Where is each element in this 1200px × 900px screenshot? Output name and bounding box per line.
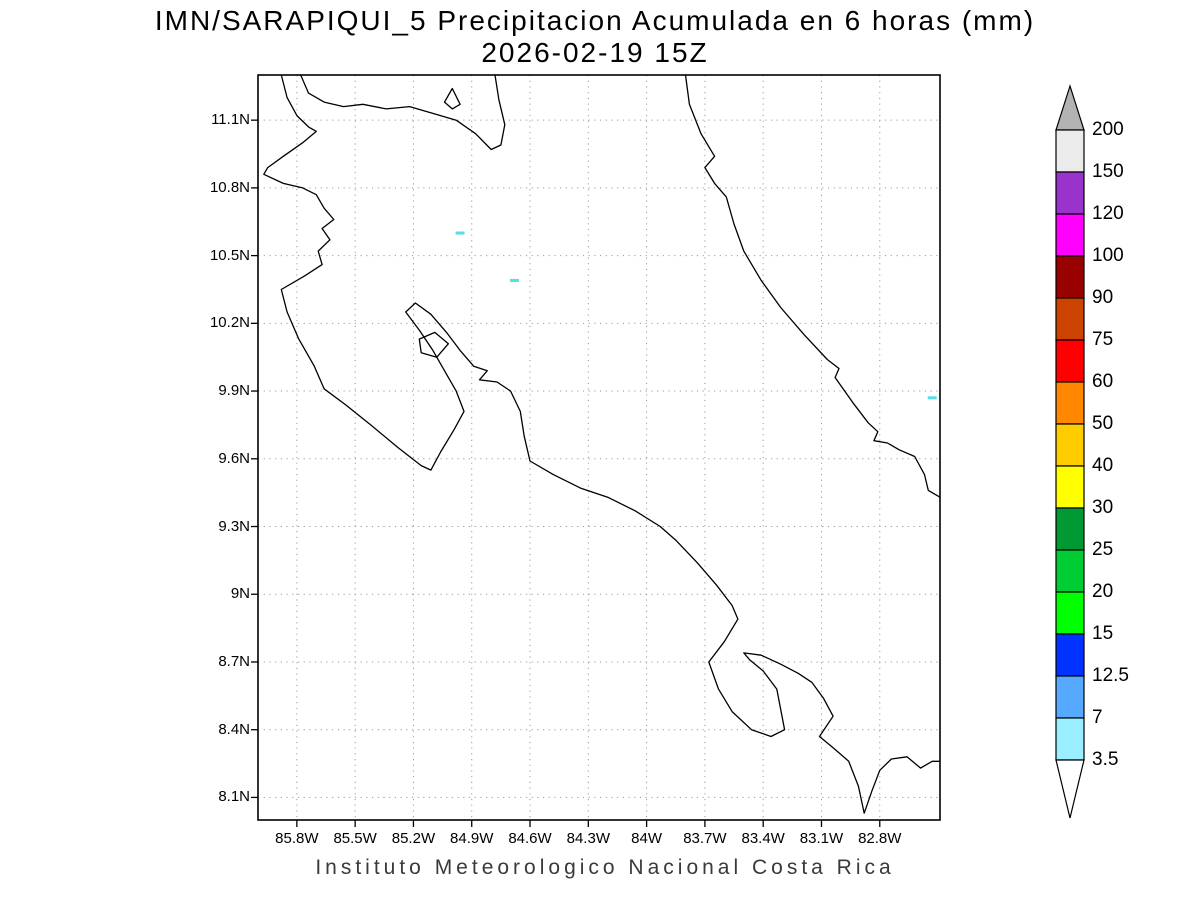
x-tick-label: 83.4W <box>741 830 785 847</box>
colorbar-tick-label: 90 <box>1092 287 1114 308</box>
y-tick-label: 10.2N <box>209 314 250 332</box>
chart-title: IMN/SARAPIQUI_5 Precipitacion Acumulada … <box>154 5 1036 36</box>
colorbar-tick-label: 75 <box>1092 329 1114 350</box>
colorbar-cell <box>1055 591 1085 635</box>
y-tick-label: 9.3N <box>218 517 250 535</box>
colorbar-tick-label: 100 <box>1092 245 1124 266</box>
colorbar-tick-label: 20 <box>1092 581 1114 602</box>
colorbar-cell <box>1055 297 1085 341</box>
y-tick-label: 8.1N <box>218 788 250 806</box>
colorbar-cell <box>1055 213 1085 257</box>
precip-cell <box>509 278 519 282</box>
x-tick-label: 84W <box>631 830 663 847</box>
colorbar-cell <box>1055 507 1085 551</box>
colorbar-cell <box>1055 339 1085 383</box>
axis-ticks <box>251 119 881 827</box>
colorbar-tick-label: 150 <box>1092 161 1124 182</box>
coastline-caribbean <box>684 74 941 498</box>
colorbar-tick-label: 30 <box>1092 497 1114 518</box>
coastlines <box>263 74 941 814</box>
y-tick-label: 9N <box>230 585 250 603</box>
coastline-pacific <box>263 74 941 814</box>
island-outline <box>443 87 461 110</box>
y-tick-label: 10.5N <box>209 246 250 264</box>
colorbar-tick-label: 120 <box>1092 203 1124 224</box>
colorbar-tick-label: 50 <box>1092 413 1114 434</box>
caption: Instituto Meteorologico Nacional Costa R… <box>315 856 895 879</box>
colorbar <box>1055 84 1085 819</box>
colorbar-cell <box>1055 171 1085 215</box>
y-tick-label: 9.6N <box>218 449 250 467</box>
colorbar-cell <box>1055 717 1085 761</box>
chart-subtitle: 2026-02-19 15Z <box>481 37 709 68</box>
x-tick-label: 82.8W <box>858 830 902 847</box>
y-tick-label: 8.4N <box>218 720 250 738</box>
colorbar-tick-label: 25 <box>1092 539 1114 560</box>
precip-marks <box>455 231 937 400</box>
colorbar-cell <box>1055 465 1085 509</box>
x-tick-label: 84.9W <box>450 830 494 847</box>
x-tick-label: 85.8W <box>275 830 319 847</box>
colorbar-tick-label: 7 <box>1092 707 1103 728</box>
x-tick-label: 84.3W <box>566 830 610 847</box>
colorbar-tick-label: 60 <box>1092 371 1114 392</box>
colorbar-above-max-arrow <box>1055 84 1085 131</box>
y-tick-label: 8.7N <box>218 652 250 670</box>
y-tick-label: 9.9N <box>218 382 250 400</box>
lake-nicaragua-outline <box>300 74 506 151</box>
colorbar-cell <box>1055 255 1085 299</box>
colorbar-cell <box>1055 381 1085 425</box>
colorbar-cell <box>1055 549 1085 593</box>
x-tick-label: 84.6W <box>508 830 552 847</box>
x-tick-label: 85.5W <box>333 830 377 847</box>
colorbar-tick-label: 200 <box>1092 119 1124 140</box>
precip-cell <box>927 396 937 400</box>
x-tick-label: 85.2W <box>391 830 436 847</box>
y-tick-label: 10.8N <box>209 178 250 196</box>
map-background <box>258 75 940 820</box>
colorbar-tick-label: 12.5 <box>1092 665 1129 686</box>
colorbar-tick-label: 40 <box>1092 455 1114 476</box>
precip-cell <box>455 231 465 235</box>
map-frame <box>257 74 941 821</box>
colorbar-cell <box>1055 423 1085 467</box>
colorbar-cell <box>1055 129 1085 173</box>
colorbar-cell <box>1055 633 1085 677</box>
x-tick-label: 83.1W <box>799 830 844 847</box>
colorbar-cell <box>1055 675 1085 719</box>
island-outline <box>418 331 450 358</box>
colorbar-below-min-arrow <box>1055 759 1085 819</box>
colorbar-tick-label: 3.5 <box>1092 749 1119 770</box>
colorbar-tick-label: 15 <box>1092 623 1114 644</box>
y-tick-label: 11.1N <box>211 111 250 129</box>
x-tick-label: 83.7W <box>683 830 727 847</box>
